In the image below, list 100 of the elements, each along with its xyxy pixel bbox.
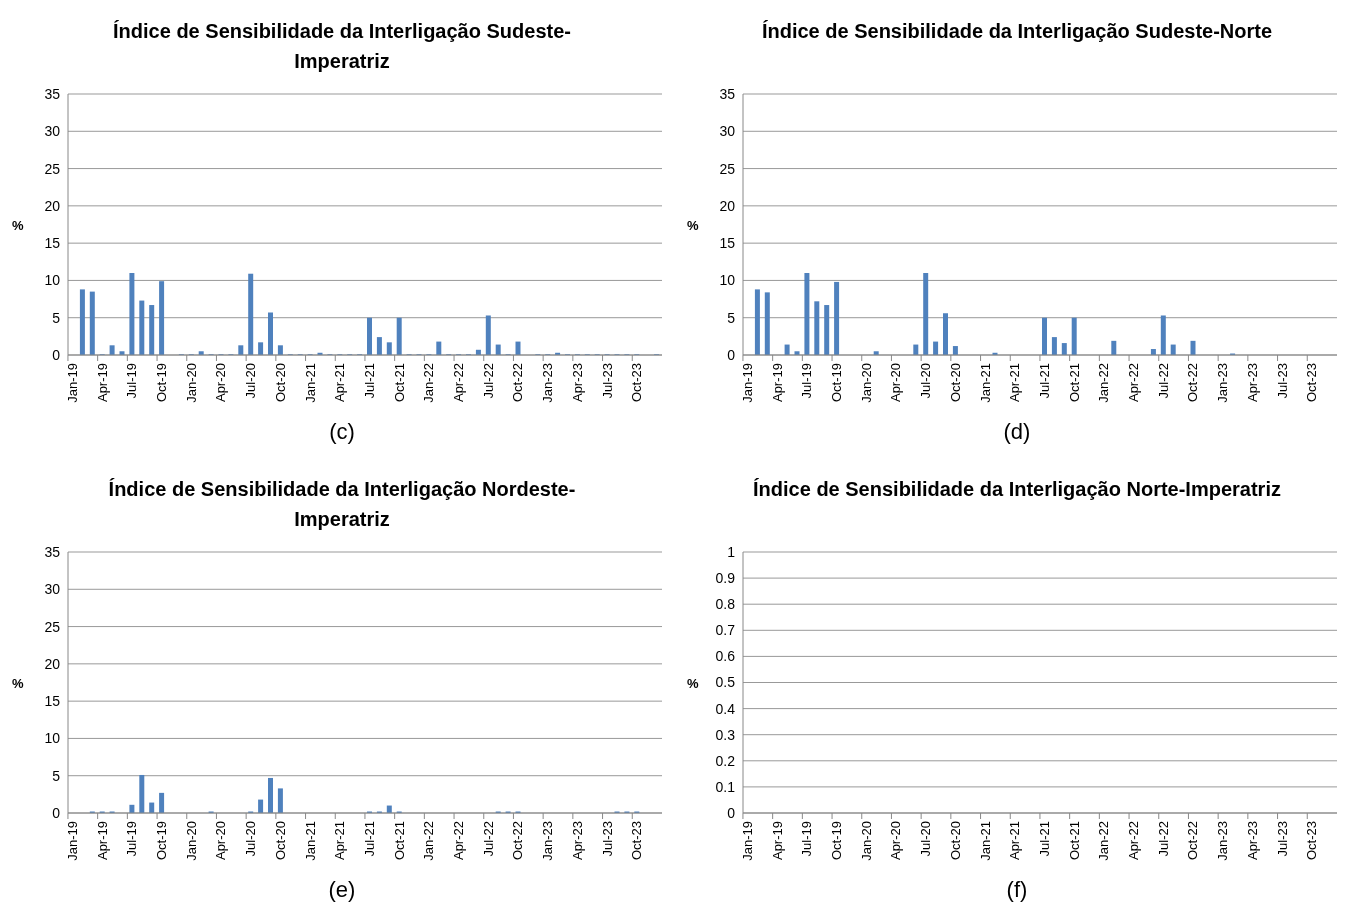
x-tick-label: Apr-23	[1244, 363, 1260, 403]
y-axis-title: %	[687, 676, 699, 691]
y-tick-label: 35	[719, 85, 736, 102]
x-tick-label: Jan-19	[64, 363, 80, 403]
y-tick-label: 0	[727, 346, 736, 363]
y-tick-label: 0.1	[715, 778, 736, 795]
y-tick-label: 15	[719, 235, 736, 252]
x-tick-label: Apr-22	[451, 363, 467, 403]
y-tick-label: 5	[52, 767, 61, 784]
x-tick-label: Jan-22	[421, 821, 437, 861]
y-tick-label: 0.3	[715, 726, 736, 743]
x-tick-label: Oct-23	[629, 821, 645, 861]
x-tick-label: Apr-23	[1244, 821, 1260, 861]
x-tick-label: Apr-22	[1126, 363, 1142, 403]
y-tick-label: 0.7	[715, 622, 736, 639]
x-tick-label: Apr-21	[1007, 821, 1023, 861]
x-tick-label: Apr-19	[94, 363, 110, 403]
x-tick-label: Jan-23	[540, 821, 556, 861]
x-tick-label: Jan-21	[302, 363, 318, 403]
x-tick-label: Jan-20	[858, 821, 874, 861]
x-tick-label: Oct-22	[510, 363, 526, 403]
x-tick-label: Jan-20	[858, 363, 874, 403]
y-tick-label: 0.8	[715, 596, 736, 613]
x-tick-label: Jul-21	[361, 363, 377, 399]
y-tick-label: 25	[44, 618, 61, 635]
x-tick-label: Jul-20	[243, 363, 259, 399]
y-axis-title: %	[12, 676, 24, 691]
y-tick-label: 0.6	[715, 648, 736, 665]
y-tick-label: 30	[44, 123, 61, 140]
x-tick-label: Apr-19	[94, 821, 110, 861]
x-tick-label: Jan-21	[977, 821, 993, 861]
y-tick-label: 20	[44, 197, 61, 214]
x-tick-label: Jul-23	[599, 363, 615, 399]
x-tick-label: Jul-21	[1036, 363, 1052, 399]
y-tick-label: 0.2	[715, 752, 736, 769]
x-tick-label: Jan-23	[1215, 363, 1231, 403]
x-tick-label: Jan-22	[1096, 821, 1112, 861]
y-tick-label: 0	[727, 804, 736, 821]
x-tick-label: Apr-22	[1126, 821, 1142, 861]
x-tick-label: Jan-22	[421, 363, 437, 403]
x-tick-label: Jul-22	[1155, 363, 1171, 399]
x-tick-label: Oct-21	[391, 821, 407, 861]
x-tick-label: Oct-20	[947, 363, 963, 403]
y-tick-label: 35	[44, 543, 61, 560]
y-tick-label: 10	[44, 272, 61, 289]
x-tick-label: Apr-21	[332, 821, 348, 861]
x-tick-label: Jul-20	[243, 821, 259, 857]
x-tick-label: Oct-19	[829, 821, 845, 861]
x-tick-label: Oct-20	[947, 821, 963, 861]
x-tick-label: Jan-23	[540, 363, 556, 403]
x-tick-label: Apr-22	[451, 821, 467, 861]
x-tick-label: Jul-19	[124, 363, 140, 399]
x-tick-label: Jul-23	[1274, 363, 1290, 399]
x-tick-label: Jul-19	[799, 821, 815, 857]
x-tick-label: Jul-22	[480, 363, 496, 399]
text: (f)	[1005, 877, 1029, 903]
x-tick-label: Jan-19	[64, 821, 80, 861]
x-tick-label: Jan-22	[1096, 363, 1112, 403]
x-tick-label: Jul-20	[918, 363, 934, 399]
y-axis-title: %	[12, 218, 24, 233]
y-tick-label: 20	[44, 655, 61, 672]
x-tick-label: Oct-23	[629, 363, 645, 403]
x-tick-label: Oct-19	[154, 821, 170, 861]
x-tick-label: Jul-21	[1036, 821, 1052, 857]
y-tick-label: 5	[727, 309, 736, 326]
x-tick-label: Jan-21	[977, 363, 993, 403]
chart-title: Índice de Sensibilidade da Interligação Sudeste-Imperatriz	[112, 19, 572, 74]
x-tick-label: Oct-19	[829, 363, 845, 403]
x-tick-label: Jul-19	[799, 363, 815, 399]
y-tick-label: 0.9	[715, 570, 736, 587]
x-tick-label: Oct-21	[1066, 363, 1082, 403]
x-tick-label: Oct-23	[1304, 821, 1320, 861]
y-axis-title: %	[687, 218, 699, 233]
y-tick-label: 0	[52, 346, 61, 363]
text: (c)	[328, 419, 356, 445]
x-tick-label: Jul-21	[361, 821, 377, 857]
y-tick-label: 15	[44, 235, 61, 252]
x-tick-label: Jul-23	[1274, 821, 1290, 857]
x-tick-label: Jul-22	[1155, 821, 1171, 857]
x-tick-label: Apr-21	[1007, 363, 1023, 403]
x-tick-label: Apr-21	[332, 363, 348, 403]
x-tick-label: Jul-20	[918, 821, 934, 857]
x-tick-label: Jul-19	[124, 821, 140, 857]
x-tick-label: Jan-21	[302, 821, 318, 861]
x-tick-label: Apr-19	[769, 821, 785, 861]
y-tick-label: 1	[727, 543, 736, 560]
x-tick-label: Jan-20	[183, 363, 199, 403]
x-tick-label: Apr-19	[769, 363, 785, 403]
x-tick-label: Oct-21	[1066, 821, 1082, 861]
x-tick-label: Oct-20	[272, 363, 288, 403]
y-tick-label: 5	[52, 309, 61, 326]
x-tick-label: Oct-21	[391, 363, 407, 403]
x-tick-label: Apr-20	[888, 363, 904, 403]
x-tick-label: Oct-22	[510, 821, 526, 861]
x-tick-label: Oct-20	[272, 821, 288, 861]
x-tick-label: Jul-22	[480, 821, 496, 857]
x-tick-label: Apr-23	[569, 821, 585, 861]
y-tick-label: 20	[719, 197, 736, 214]
y-tick-label: 25	[719, 160, 736, 177]
x-tick-label: Oct-19	[154, 363, 170, 403]
